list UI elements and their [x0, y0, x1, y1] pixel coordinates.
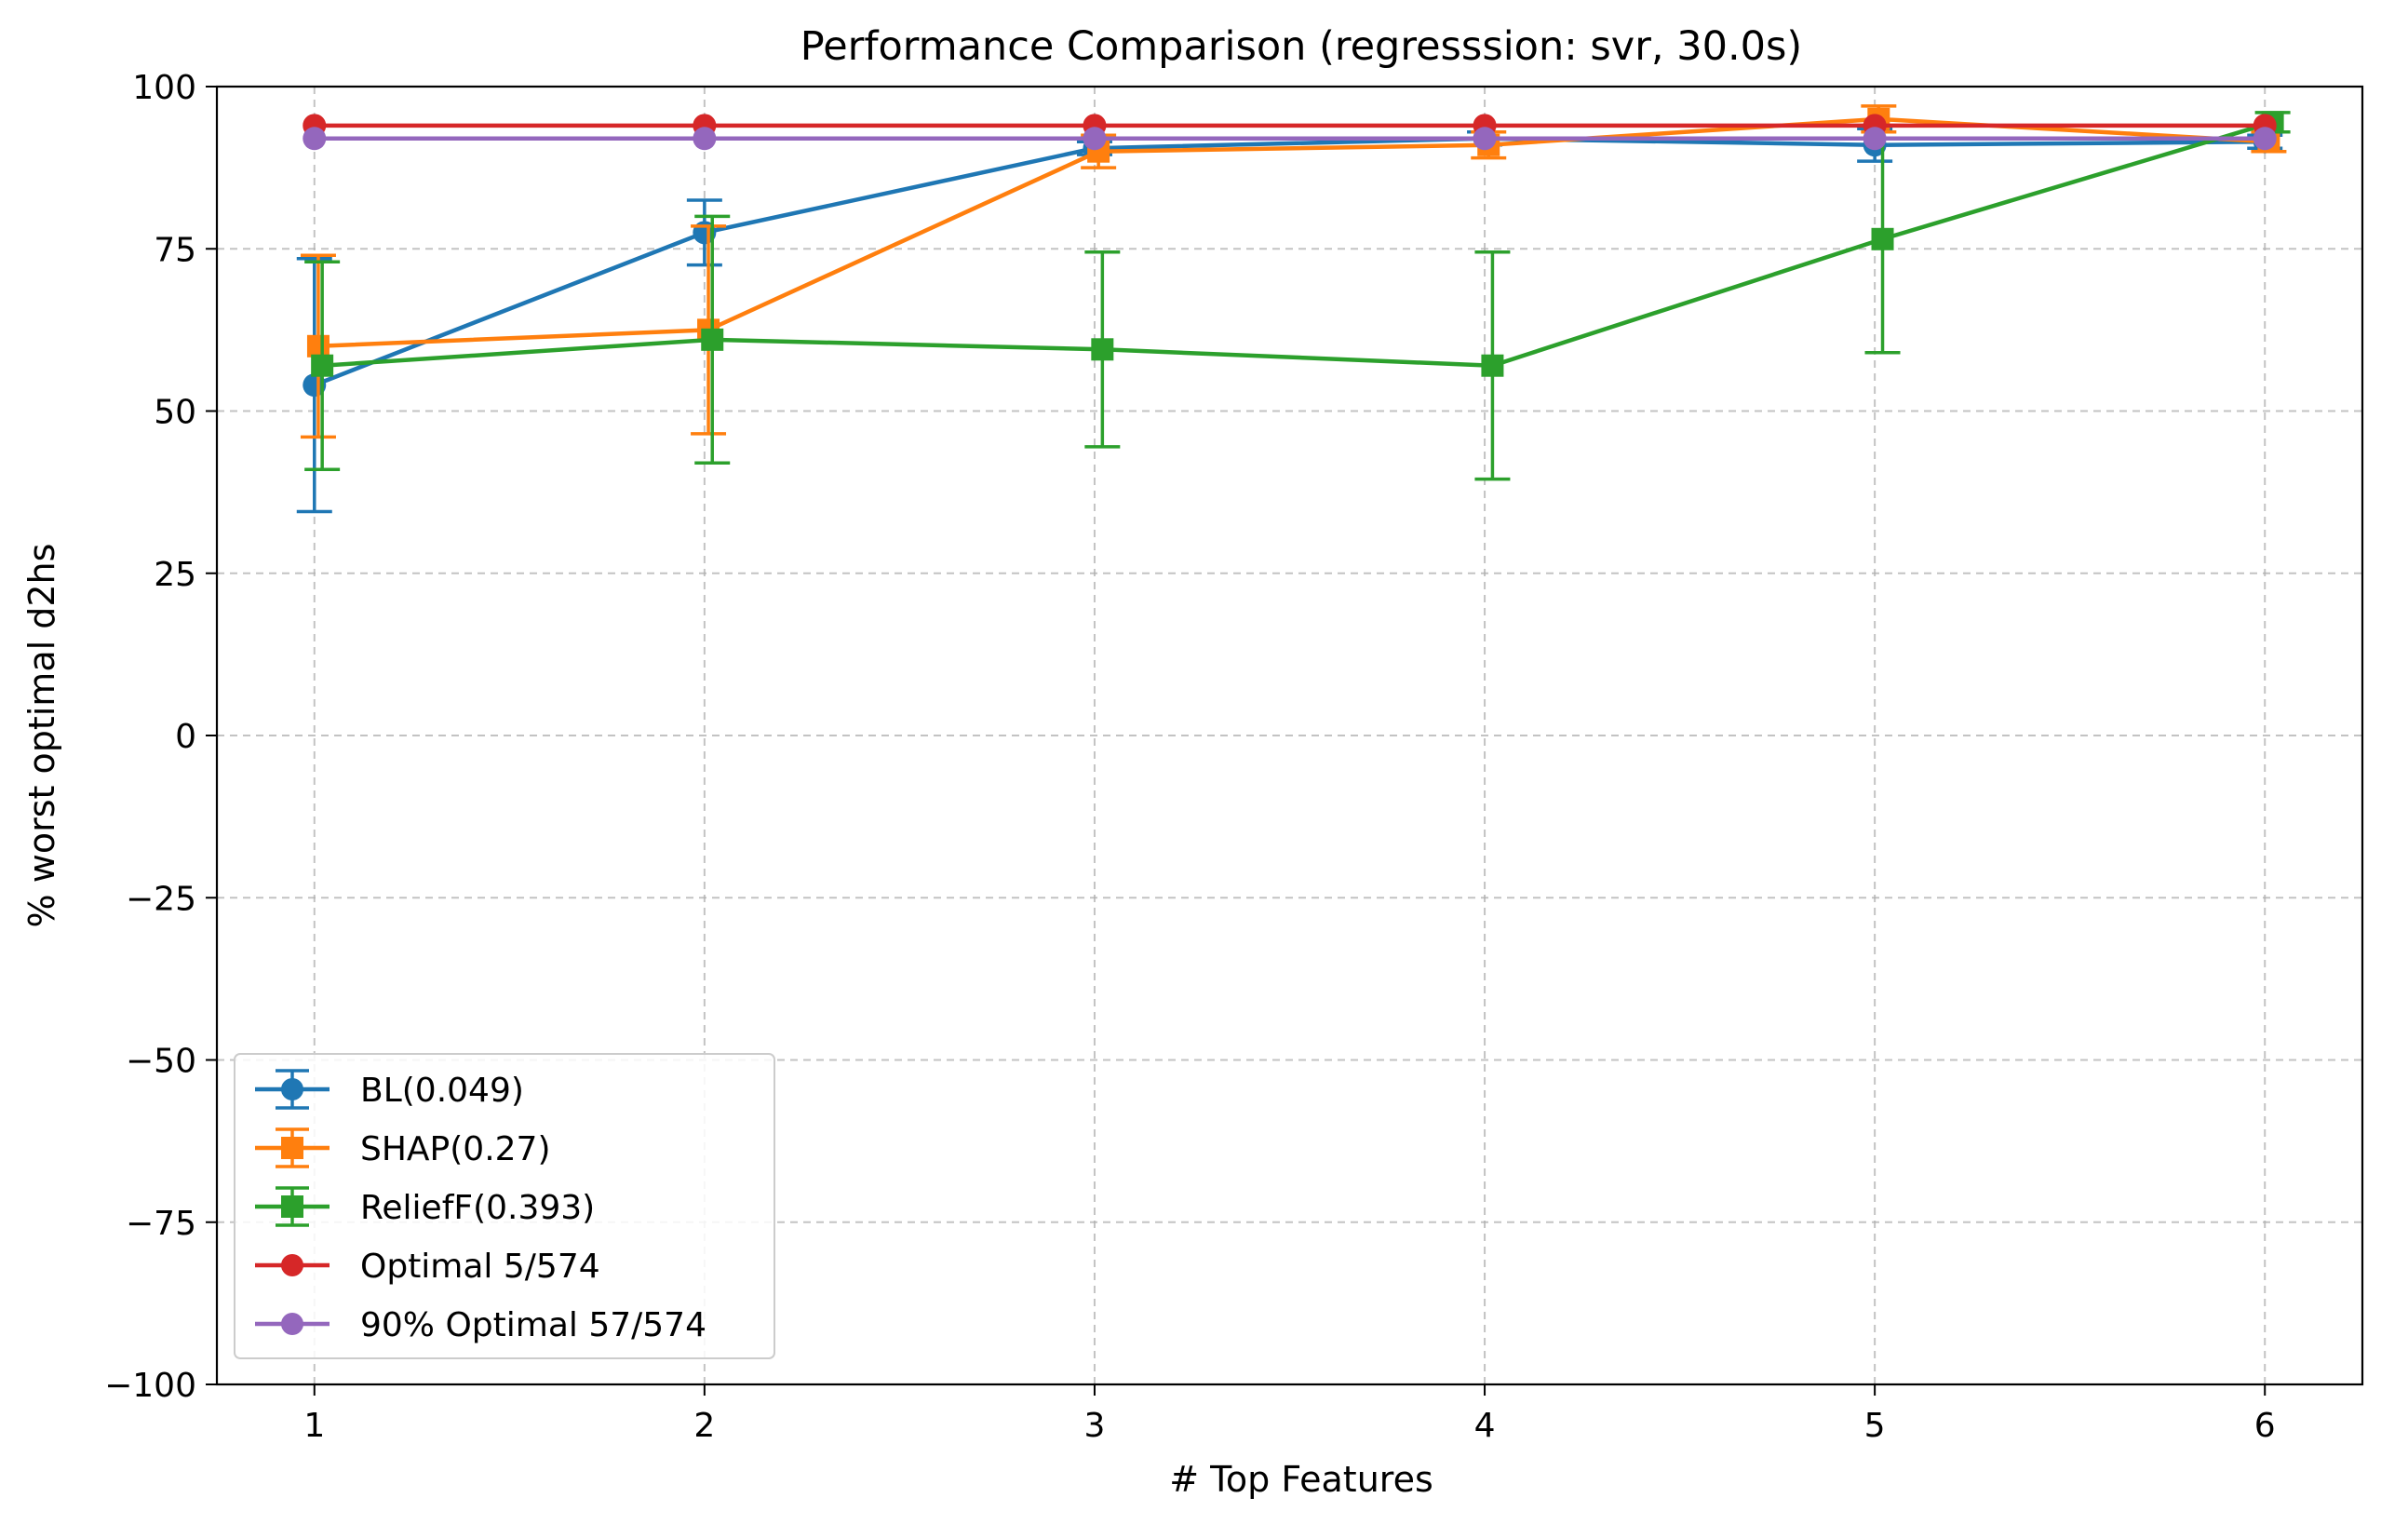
data-point [306, 334, 330, 358]
y-tick-label: 75 [154, 231, 196, 269]
legend-entry: Optimal 5/574 [255, 1248, 600, 1286]
y-tick-label: 100 [132, 69, 196, 107]
data-point [693, 127, 717, 151]
series-relieff-0-393- [304, 111, 2291, 481]
x-tick-label: 6 [2254, 1407, 2276, 1445]
legend-marker [281, 1137, 303, 1159]
legend-marker [281, 1313, 303, 1335]
legend-marker [281, 1195, 303, 1218]
y-tick-label: 25 [154, 556, 196, 594]
y-axis-label: % worst optimal d2hs [21, 544, 62, 928]
series-line [322, 120, 2274, 368]
legend-box [234, 1053, 775, 1359]
y-tick-label: −75 [126, 1205, 196, 1243]
data-point [1083, 127, 1107, 151]
y-tick-label: −25 [126, 880, 196, 918]
data-point [2253, 127, 2277, 151]
series-line [317, 116, 2269, 349]
legend-label: Optimal 5/574 [360, 1248, 600, 1286]
y-tick-label: 50 [154, 394, 196, 432]
legend-entry: ReliefF(0.393) [255, 1186, 595, 1227]
series-90-optimal-57-574 [303, 127, 2277, 151]
legend-label: SHAP(0.27) [360, 1130, 551, 1168]
y-tick-label: −50 [126, 1043, 196, 1081]
data-point [311, 354, 334, 377]
data-point [1473, 127, 1497, 151]
data-point [1871, 227, 1894, 250]
data-point [303, 127, 327, 151]
legend-entry: BL(0.049) [255, 1069, 524, 1110]
legend-label: ReliefF(0.393) [360, 1189, 595, 1227]
legend-entry: SHAP(0.27) [255, 1127, 551, 1168]
x-tick-label: 5 [1864, 1407, 1886, 1445]
data-point [303, 373, 327, 398]
x-tick-label: 4 [1474, 1407, 1496, 1445]
legend-label: BL(0.049) [360, 1072, 524, 1110]
x-tick-label: 2 [693, 1407, 715, 1445]
data-point [701, 328, 724, 351]
legend-entry: 90% Optimal 57/574 [255, 1306, 706, 1344]
y-tick-label: 0 [175, 718, 196, 756]
legend-marker [281, 1254, 303, 1276]
legend-marker [281, 1078, 303, 1100]
data-point [1863, 127, 1887, 151]
series-line [313, 136, 2266, 387]
data-point [1091, 338, 1114, 361]
y-tick-label: −100 [104, 1367, 196, 1405]
x-tick-label: 3 [1084, 1407, 1106, 1445]
data-point [1481, 354, 1504, 377]
legend: BL(0.049) SHAP(0.27) ReliefF(0.393) Optimal… [234, 1053, 775, 1359]
legend-label: 90% Optimal 57/574 [360, 1306, 706, 1344]
x-tick-label: 1 [303, 1407, 325, 1445]
x-axis-label: # Top Features [1169, 1459, 1433, 1500]
tick-layer: 1 2 3 4 5 6 −100 −75 −50 −25 0 25 50 75 100 [104, 69, 2276, 1445]
series-layer [296, 104, 2291, 514]
chart-title: Performance Comparison (regresssion: svr… [800, 23, 1802, 70]
